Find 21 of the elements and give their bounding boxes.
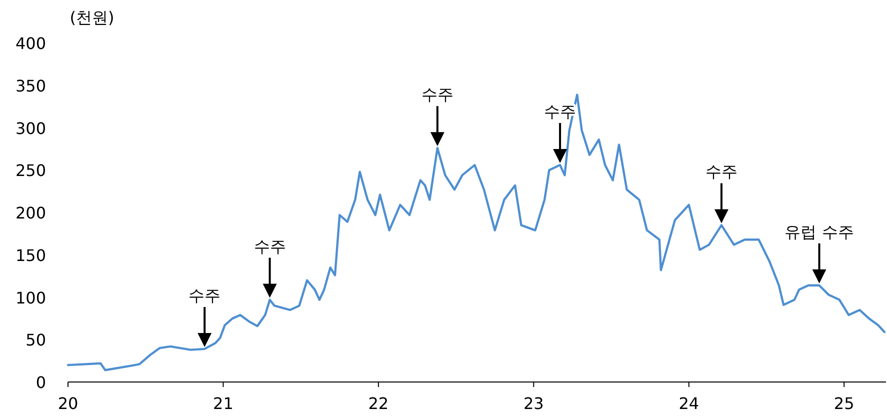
y-tick-label: 400 [15,34,46,53]
x-tick-label: 24 [678,394,700,413]
y-tick-label: 200 [15,204,46,222]
annotation: 수주 [254,236,286,256]
annotation: 수주 [421,85,454,104]
y-tick-label: 0 [36,373,46,392]
y-tick-label: 50 [26,330,46,350]
annotation: 수주 [705,162,738,182]
y-tick-label: 250 [15,161,46,180]
x-tick-label: 23 [523,394,544,413]
y-tick-label: 150 [15,246,46,265]
x-tick-label: 25 [834,394,854,413]
y-tick-label: 100 [15,288,46,308]
y-axis-title: (천원) [70,8,114,27]
y-tick-label: 350 [15,76,46,96]
x-tick-label: 21 [213,394,234,413]
x-tick-label: 20 [58,394,78,413]
y-tick-label: 300 [15,118,46,138]
annotation: 유럽 수주 [784,222,854,242]
x-tick-label: 22 [368,394,389,413]
annotation: 수주 [188,286,221,305]
